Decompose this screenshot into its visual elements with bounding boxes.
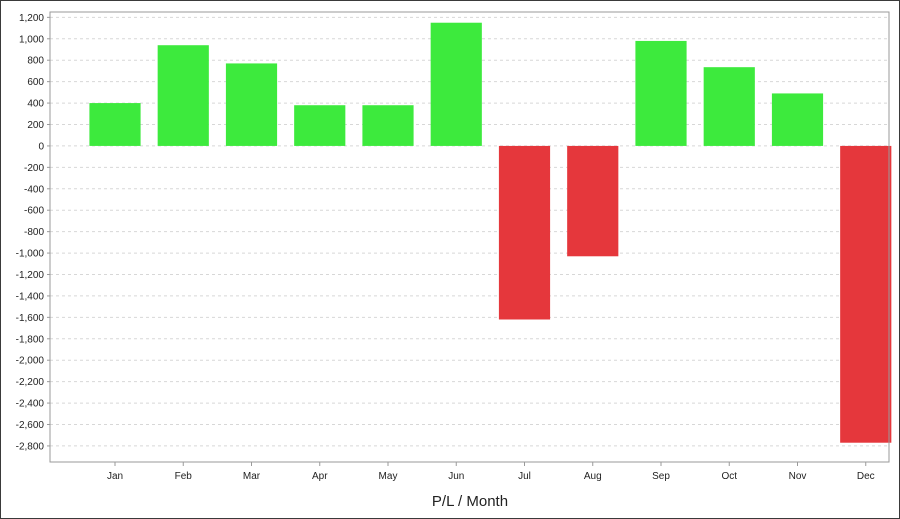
x-tick-label: Aug <box>584 471 602 482</box>
x-tick-label: Jul <box>518 471 531 482</box>
bar-sep <box>635 40 687 146</box>
x-tick-label: Feb <box>175 471 193 482</box>
y-tick-label: 1,000 <box>19 34 44 45</box>
bar-jan <box>89 103 141 146</box>
y-tick-label: -1,800 <box>16 334 45 345</box>
y-tick-label: -1,400 <box>16 291 45 302</box>
y-tick-label: -2,800 <box>16 441 45 452</box>
x-tick-label: Apr <box>312 471 328 482</box>
bar-jun <box>430 22 482 146</box>
y-tick-label: -2,400 <box>16 399 45 410</box>
x-tick-label: Jan <box>107 471 123 482</box>
x-tick-label: Sep <box>652 471 670 482</box>
y-tick-label: 800 <box>27 56 44 67</box>
x-axis-title: P/L / Month <box>432 493 508 510</box>
y-tick-label: 400 <box>27 99 44 110</box>
y-tick-label: -2,200 <box>16 377 45 388</box>
bar-apr <box>294 105 346 146</box>
bar-dec <box>840 145 892 443</box>
bar-oct <box>703 67 755 146</box>
bar-aug <box>567 145 619 257</box>
y-tick-label: 600 <box>27 77 44 88</box>
y-tick-label: -1,600 <box>16 313 45 324</box>
y-tick-label: -600 <box>24 206 44 217</box>
y-tick-label: -2,000 <box>16 356 45 367</box>
y-tick-label: 0 <box>38 141 44 152</box>
y-tick-label: -800 <box>24 227 44 238</box>
bar-may <box>362 105 414 146</box>
y-tick-label: -2,600 <box>16 420 45 431</box>
bar-feb <box>157 45 209 146</box>
y-axis-ticks: 1,200 1,000 800 600 400 200 0 -200 -400 -600 -800 -… <box>16 13 50 452</box>
y-tick-label: 1,200 <box>19 13 44 24</box>
bar-mar <box>225 63 278 146</box>
y-tick-label: -200 <box>24 163 44 174</box>
bar-nov <box>771 93 824 146</box>
bars <box>89 22 892 443</box>
x-tick-label: Mar <box>243 471 261 482</box>
plot-area-border <box>49 11 890 463</box>
bar-jul <box>498 145 551 320</box>
y-tick-label: -1,000 <box>16 249 45 260</box>
x-tick-label: Oct <box>721 471 737 482</box>
x-tick-label: Nov <box>789 471 807 482</box>
x-tick-label: Dec <box>857 471 875 482</box>
x-tick-label: May <box>379 471 398 482</box>
y-tick-label: 200 <box>27 120 44 131</box>
y-tick-label: -400 <box>24 184 44 195</box>
axes <box>49 11 890 463</box>
x-axis-ticks: Jan Feb Mar Apr May Jun Jul Aug Sep Oct Nov Dec <box>107 462 875 482</box>
x-tick-label: Jun <box>448 471 464 482</box>
y-tick-label: -1,200 <box>16 270 45 281</box>
